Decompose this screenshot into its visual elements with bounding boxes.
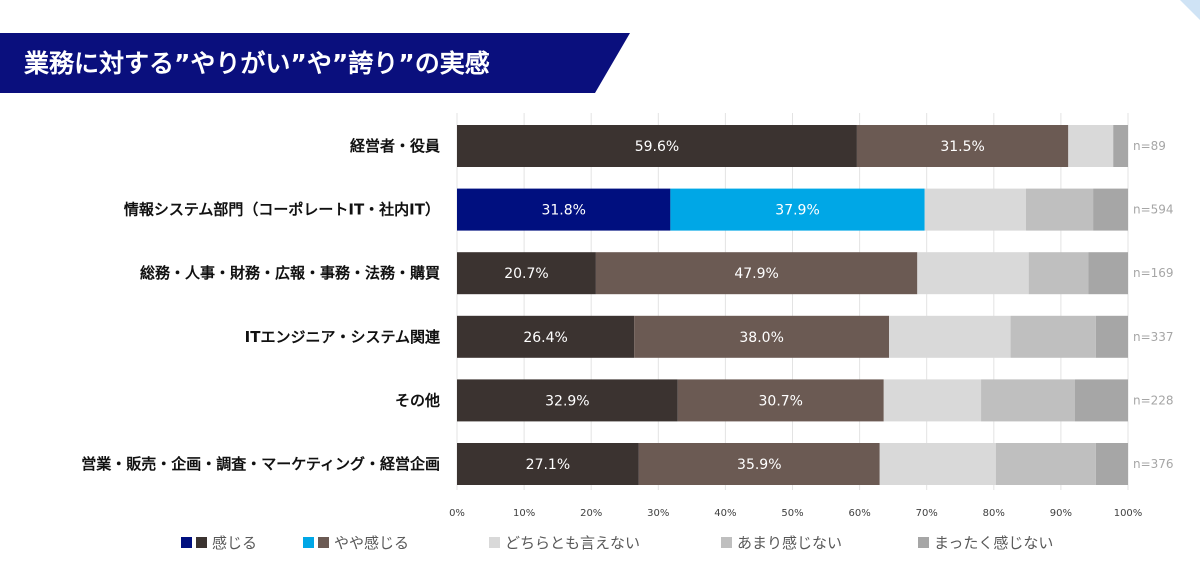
legend-label: まったく感じない — [934, 534, 1053, 552]
sample-size-label: n=228 — [1133, 393, 1174, 407]
bar-segment — [981, 379, 1075, 422]
x-tick-label: 90% — [1050, 508, 1072, 519]
title-banner — [0, 33, 630, 93]
bar-segment — [995, 443, 1096, 485]
data-label: 31.5% — [940, 139, 984, 155]
bar-segment — [457, 379, 678, 422]
category-label: 情報システム部門（コーポレートIT・社内IT） — [124, 201, 440, 219]
grid-lines — [456, 113, 1129, 490]
data-label: 26.4% — [523, 330, 567, 346]
bar-segment — [457, 252, 596, 295]
x-tick-label: 50% — [781, 508, 803, 519]
bars: 59.6% 31.5% 31.8% 37.9% 20.7% 47.9% 26.4% 38.0%… — [457, 125, 1128, 485]
bar-segment — [1095, 315, 1128, 358]
sample-size-label: n=376 — [1133, 457, 1174, 471]
bar-segment — [634, 315, 890, 358]
page-title: 業務に対する”やりがい”や”誇り”の実感 — [24, 49, 490, 78]
legend-swatch — [721, 537, 732, 548]
bar-segment — [889, 315, 1011, 358]
legend-label: あまり感じない — [737, 534, 842, 552]
bar-segment — [879, 443, 996, 485]
x-tick-label: 100% — [1114, 508, 1143, 519]
sample-size-label: n=89 — [1133, 139, 1166, 153]
category-label: 総務・人事・財務・広報・事務・法務・購買 — [140, 264, 440, 282]
x-axis-ticks: 0% 10% 20% 30% 40% 50% 60% 70% 80% 90% 100% — [449, 508, 1142, 519]
bar-segment — [856, 125, 1069, 167]
bar-segment — [1068, 125, 1114, 167]
x-tick-label: 40% — [714, 508, 736, 519]
data-label: 20.7% — [504, 266, 548, 282]
data-label: 38.0% — [739, 330, 783, 346]
data-label: 37.9% — [775, 203, 819, 219]
bar-segment — [1026, 188, 1094, 231]
bar-segment — [1113, 125, 1128, 167]
legend-swatch — [181, 537, 192, 548]
legend-swatch — [489, 537, 500, 548]
category-label: 経営者・役員 — [350, 137, 440, 155]
data-label: 35.9% — [737, 457, 781, 473]
bar-segment — [883, 379, 982, 422]
legend-label: どちらとも言えない — [505, 534, 640, 552]
bar-segment — [595, 252, 918, 295]
bar-segment — [457, 315, 635, 358]
x-tick-label: 60% — [848, 508, 870, 519]
bar-segment — [1088, 252, 1128, 295]
data-label: 47.9% — [734, 266, 778, 282]
sample-size-label: n=594 — [1133, 203, 1174, 217]
category-label: ITエンジニア・システム関連 — [245, 328, 441, 346]
bar-segment — [638, 443, 880, 485]
data-label: 31.8% — [541, 203, 585, 219]
bar-segment — [924, 188, 1027, 231]
bar-segment — [1010, 315, 1096, 358]
category-label: その他 — [395, 391, 440, 409]
legend: 感じる やや感じる どちらとも言えない あまり感じない まったく感じない — [181, 534, 1053, 552]
data-label: 32.9% — [545, 393, 589, 409]
x-tick-label: 80% — [983, 508, 1005, 519]
bar-segment — [670, 188, 925, 231]
bar-segment — [457, 443, 639, 485]
legend-swatch — [303, 537, 314, 548]
bar-segment — [917, 252, 1029, 295]
x-tick-label: 0% — [449, 508, 465, 519]
category-label: 営業・販売・企画・調査・マーケティング・経営企画 — [81, 455, 440, 473]
data-label: 27.1% — [526, 457, 570, 473]
x-tick-label: 10% — [513, 508, 535, 519]
legend-swatch — [196, 537, 207, 548]
x-tick-label: 70% — [916, 508, 938, 519]
data-label: 30.7% — [759, 393, 803, 409]
bar-segment — [1028, 252, 1089, 295]
sample-size-label: n=169 — [1133, 266, 1174, 280]
bar-segment — [457, 125, 857, 167]
bar-segment — [677, 379, 884, 422]
legend-label: 感じる — [212, 534, 257, 552]
legend-swatch — [918, 537, 929, 548]
bar-segment — [457, 188, 671, 231]
sample-size-labels: n=89 n=594 n=169 n=337 n=228 n=376 — [1133, 139, 1174, 471]
bar-segment — [1095, 443, 1128, 485]
x-tick-label: 30% — [647, 508, 669, 519]
bar-segment — [1093, 188, 1128, 231]
corner-decoration — [1180, 0, 1200, 20]
sample-size-label: n=337 — [1133, 330, 1174, 344]
title-banner-shape — [0, 33, 630, 93]
data-label: 59.6% — [635, 139, 679, 155]
bar-segment — [1074, 379, 1128, 422]
legend-swatch — [318, 537, 329, 548]
x-tick-label: 20% — [580, 508, 602, 519]
legend-label: やや感じる — [334, 534, 409, 552]
